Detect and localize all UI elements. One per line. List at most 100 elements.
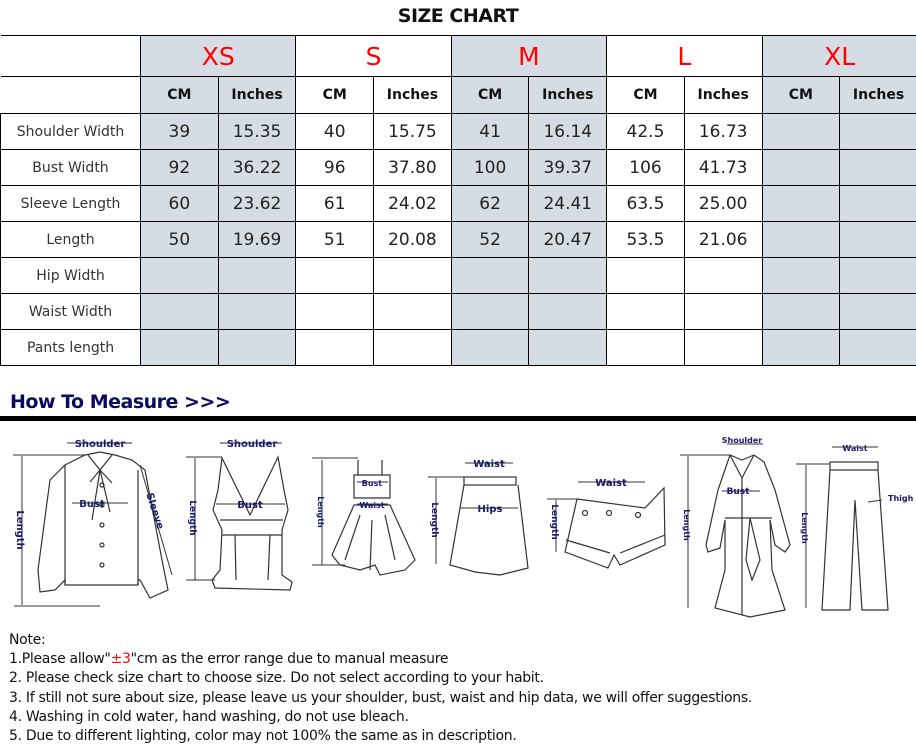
table-cell: 16.14 <box>528 113 608 150</box>
table-cell: 53.5 <box>606 221 685 258</box>
page-title: SIZE CHART <box>397 5 519 27</box>
table-cell <box>761 221 841 258</box>
table-cell: 41 <box>450 113 530 150</box>
table-cell: 50 <box>140 221 219 258</box>
table-cell <box>839 329 916 366</box>
shoulder-label: Shoulder <box>75 439 126 450</box>
table-cell <box>295 329 375 366</box>
hips-label: Hips <box>478 504 503 515</box>
table-cell: 40 <box>295 113 375 150</box>
table-row: Hip Width <box>0 257 916 294</box>
note-2: 2. Please check size chart to choose siz… <box>9 670 544 687</box>
size-chart-table: XS S M L XL CM Inches CM Inches CM Inches CM Inches C… <box>0 35 916 366</box>
tolerance-value: ±3 <box>110 651 131 668</box>
coat-diagram <box>705 454 791 618</box>
table-cell <box>295 257 375 294</box>
table-cell <box>839 149 916 186</box>
dress-diagram <box>331 460 416 576</box>
table-cell <box>606 293 685 330</box>
table-cell: 21.06 <box>683 221 763 258</box>
table-cell: 25.00 <box>683 185 763 222</box>
table-cell: 106 <box>606 149 685 186</box>
table-cell <box>528 257 608 294</box>
table-cell: 24.02 <box>373 185 452 222</box>
waist-label: Waist <box>842 444 867 453</box>
row-label: Length <box>0 221 141 258</box>
table-cell <box>140 329 219 366</box>
length-label: Length <box>549 504 559 539</box>
table-cell: 92 <box>140 149 219 186</box>
table-cell <box>839 293 916 330</box>
shorts-diagram <box>564 486 666 569</box>
row-label: Waist Width <box>0 293 141 330</box>
measurement-diagrams: Shoulder Bust Length Sleeve Shoulder Bus… <box>13 436 914 618</box>
note-text: 1.Please allow" <box>9 651 111 668</box>
length-label: Length <box>187 500 197 535</box>
table-cell <box>606 329 685 366</box>
table-cell <box>450 293 530 330</box>
empty-cell <box>0 35 141 77</box>
table-cell <box>839 185 916 222</box>
table-cell: 96 <box>295 149 375 186</box>
table-cell <box>683 257 763 294</box>
length-label: Length <box>429 502 439 537</box>
table-cell <box>217 293 297 330</box>
table-cell <box>528 329 608 366</box>
row-label: Bust Width <box>0 149 141 186</box>
table-cell: 51 <box>295 221 375 258</box>
table-cell: 39.37 <box>528 149 608 186</box>
table-cell <box>683 293 763 330</box>
table-cell <box>528 293 608 330</box>
table-cell: 60 <box>140 185 219 222</box>
table-cell <box>761 329 841 366</box>
row-label: Hip Width <box>0 257 141 294</box>
waist-label: Waist <box>595 478 627 489</box>
table-cell <box>606 257 685 294</box>
table-cell <box>373 293 452 330</box>
table-cell <box>761 185 841 222</box>
bust-label: Bust <box>237 500 263 511</box>
size-header-m: M <box>450 35 608 77</box>
note-1: 1.Please allow"±3"cm as the error range … <box>9 650 752 669</box>
table-cell: 15.35 <box>217 113 297 150</box>
table-cell: 39 <box>140 113 219 150</box>
table-cell <box>217 257 297 294</box>
unit-header: CM <box>295 76 375 114</box>
table-row: Sleeve Length 60 23.62 61 24.02 62 24.41 63.5 25… <box>0 185 916 222</box>
row-label: Shoulder Width <box>0 113 141 150</box>
table-cell: 24.41 <box>528 185 608 222</box>
unit-header: Inches <box>528 76 608 114</box>
skirt-diagram <box>449 476 529 576</box>
unit-header: Inches <box>373 76 452 114</box>
table-cell <box>839 257 916 294</box>
unit-header: Inches <box>839 76 916 114</box>
table-cell <box>373 257 452 294</box>
row-label: Pants length <box>0 329 141 366</box>
table-cell <box>839 221 916 258</box>
note-text: "cm as the error range due to manual mea… <box>130 651 449 668</box>
table-cell <box>295 293 375 330</box>
bust-label: Bust <box>79 499 105 510</box>
length-label: Length <box>316 496 325 528</box>
divider <box>0 416 916 421</box>
table-row: Waist Width <box>0 293 916 330</box>
table-cell <box>761 257 841 294</box>
table-cell <box>140 293 219 330</box>
vest-diagram <box>211 455 293 591</box>
table-cell: 100 <box>450 149 530 186</box>
table-cell: 36.22 <box>217 149 297 186</box>
empty-cell <box>0 76 141 114</box>
size-row: XS S M L XL <box>0 35 916 77</box>
note-4: 4. Washing in cold water, hand washing, … <box>9 708 409 725</box>
shoulder-label: Shoulder <box>227 439 278 450</box>
length-label: Length <box>682 509 691 541</box>
table-cell: 52 <box>450 221 530 258</box>
table-cell <box>450 257 530 294</box>
size-header-xl: XL <box>761 35 916 77</box>
table-cell <box>217 329 297 366</box>
table-cell: 19.69 <box>217 221 297 258</box>
bust-label: Bust <box>727 487 751 497</box>
notes-title: Note: <box>9 632 46 648</box>
table-cell <box>373 329 452 366</box>
table-cell <box>683 329 763 366</box>
